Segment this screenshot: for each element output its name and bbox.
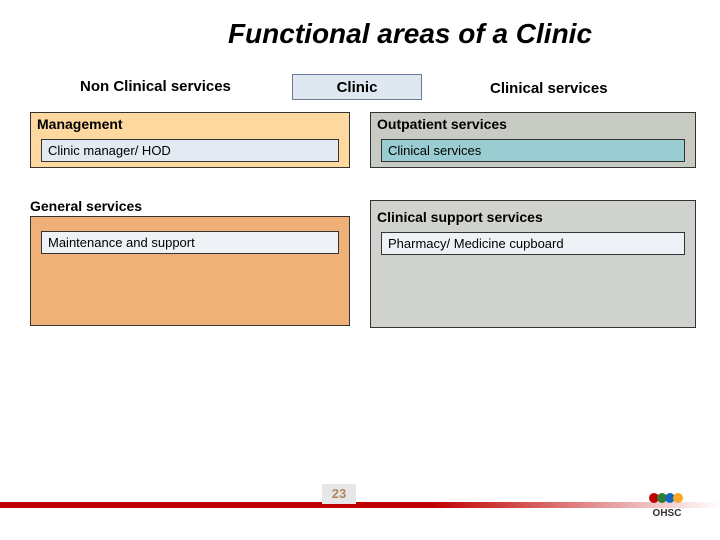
- sub-clinic-manager: Clinic manager/ HOD: [41, 139, 339, 162]
- slide-title: Functional areas of a Clinic: [0, 0, 720, 50]
- panel-general: Maintenance and support: [30, 216, 350, 326]
- right-column-label: Clinical services: [490, 80, 608, 97]
- left-column-label: Non Clinical services: [80, 78, 231, 95]
- ohsc-logo: OHSC: [632, 486, 702, 526]
- footer-accent-line: [0, 502, 720, 508]
- sub-clinical-services: Clinical services: [381, 139, 685, 162]
- panel-management: Management Clinic manager/ HOD: [30, 112, 350, 168]
- panel-support: Clinical support services Pharmacy/ Medi…: [370, 200, 696, 328]
- sub-maintenance: Maintenance and support: [41, 231, 339, 254]
- panel-management-header: Management: [31, 113, 349, 135]
- general-services-label: General services: [30, 198, 142, 214]
- logo-text: OHSC: [653, 508, 682, 519]
- page-number: 23: [322, 484, 356, 504]
- sub-pharmacy: Pharmacy/ Medicine cupboard: [381, 232, 685, 255]
- center-clinic-box: Clinic: [292, 74, 422, 100]
- panel-outpatient: Outpatient services Clinical services: [370, 112, 696, 168]
- panel-support-header: Clinical support services: [371, 201, 695, 228]
- panel-outpatient-header: Outpatient services: [371, 113, 695, 135]
